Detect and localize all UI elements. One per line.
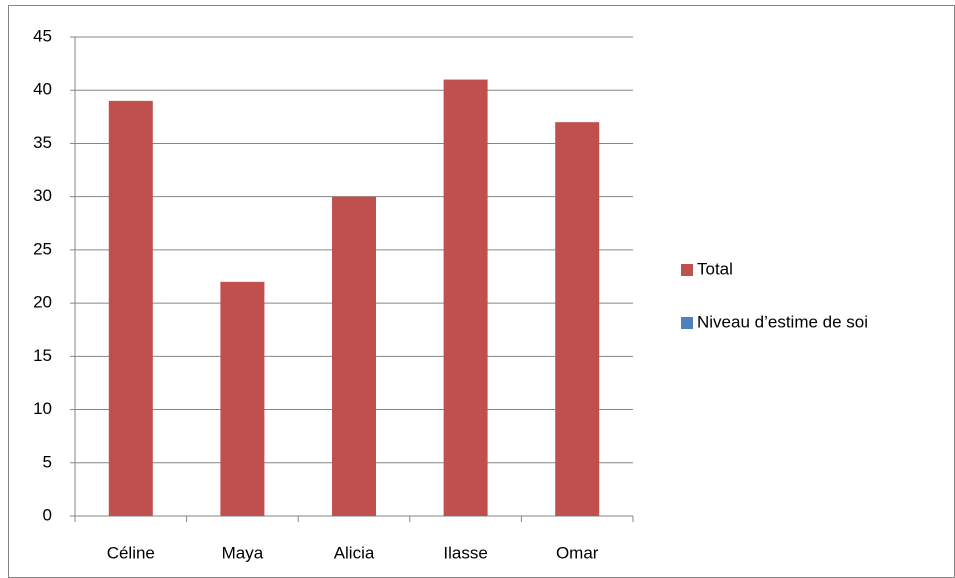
y-tick-label: 35: [33, 133, 52, 152]
legend-swatch: [681, 264, 693, 276]
legend-swatch: [681, 317, 693, 329]
bar: [555, 122, 600, 517]
y-tick-label: 5: [43, 452, 52, 471]
y-tick-label: 40: [33, 80, 52, 99]
x-tick-label: Maya: [222, 543, 264, 562]
y-tick-label: 30: [33, 186, 52, 205]
y-tick-label: 25: [33, 239, 52, 258]
bar: [108, 100, 153, 516]
x-tick-label: Alicia: [334, 543, 375, 562]
y-tick-label: 0: [43, 505, 52, 524]
x-tick-label: Omar: [556, 543, 599, 562]
y-tick-label: 15: [33, 346, 52, 365]
y-tick-label: 10: [33, 399, 52, 418]
bar: [443, 79, 488, 517]
x-tick-label: Ilasse: [443, 543, 487, 562]
y-tick-label: 20: [33, 293, 52, 312]
legend-label: Total: [697, 259, 733, 278]
legend-label: Niveau d’estime de soi: [697, 312, 868, 331]
bar: [220, 281, 265, 516]
y-tick-label: 45: [33, 26, 52, 45]
x-tick-label: Céline: [107, 543, 155, 562]
bar: [332, 196, 376, 516]
